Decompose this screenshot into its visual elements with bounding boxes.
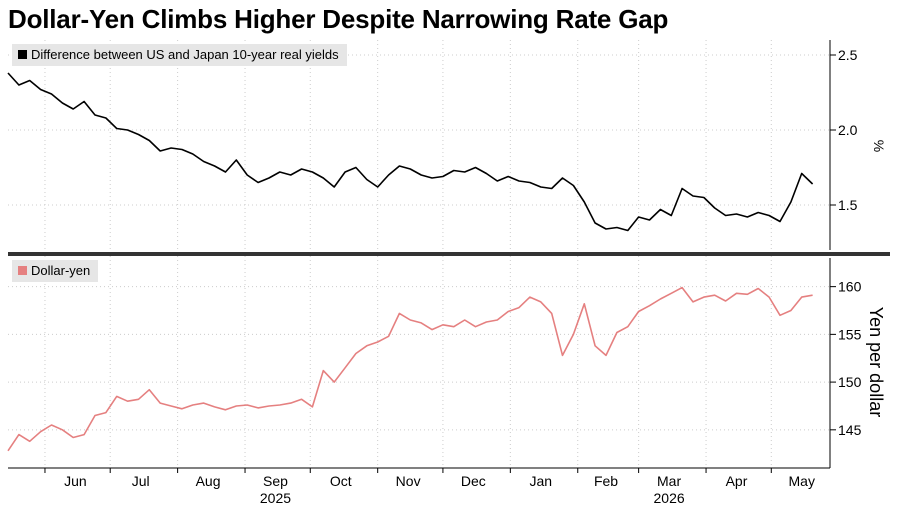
x-tick-label-aug: Aug	[196, 473, 221, 489]
x-tick-label-may: May	[789, 473, 815, 489]
bottom-y-axis-title: Yen per dollar	[866, 307, 886, 417]
x-tick-label-oct: Oct	[330, 473, 352, 489]
x-tick-label-feb: Feb	[594, 473, 618, 489]
legend-swatch-bottom	[18, 266, 27, 275]
x-tick-label-mar: Mar	[657, 473, 681, 489]
bottom-series-line	[7, 286, 813, 452]
bottom-y-tick-label-3: 160	[838, 279, 862, 295]
top-y-tick-label-1: 2.0	[838, 122, 858, 138]
x-year-label-2026: 2026	[654, 490, 685, 506]
legend-top: Difference between US and Japan 10-year …	[12, 44, 347, 66]
bottom-y-tick-label-1: 150	[838, 374, 862, 390]
top-y-axis-title: %	[871, 140, 887, 152]
axis-layer	[8, 40, 836, 473]
panel-divider	[8, 252, 890, 256]
x-year-label-2025: 2025	[260, 490, 291, 506]
bottom-y-tick-label-2: 155	[838, 326, 862, 342]
top-y-tick-label-0: 1.5	[838, 197, 858, 213]
legend-bottom: Dollar-yen	[12, 260, 99, 282]
x-tick-label-jun: Jun	[64, 473, 87, 489]
x-tick-label-sep: Sep	[263, 473, 288, 489]
legend-label-bottom: Dollar-yen	[31, 263, 91, 278]
label-layer: 1.5 2.0 2.5 145 150 155 160% Yen per dollar Jun J…	[64, 47, 887, 506]
chart-title: Dollar-Yen Climbs Higher Despite Narrowi…	[8, 4, 669, 34]
top-y-tick-label-2: 2.5	[838, 47, 858, 63]
x-tick-label-apr: Apr	[726, 473, 748, 489]
x-tick-label-jan: Jan	[529, 473, 552, 489]
top-series-line	[7, 72, 814, 232]
legend-label-top: Difference between US and Japan 10-year …	[31, 47, 339, 62]
x-tick-label-dec: Dec	[461, 473, 486, 489]
x-tick-label-nov: Nov	[396, 473, 421, 489]
x-tick-label-jul: Jul	[132, 473, 150, 489]
bottom-y-tick-label-0: 145	[838, 422, 862, 438]
legend-swatch-top	[18, 50, 27, 59]
